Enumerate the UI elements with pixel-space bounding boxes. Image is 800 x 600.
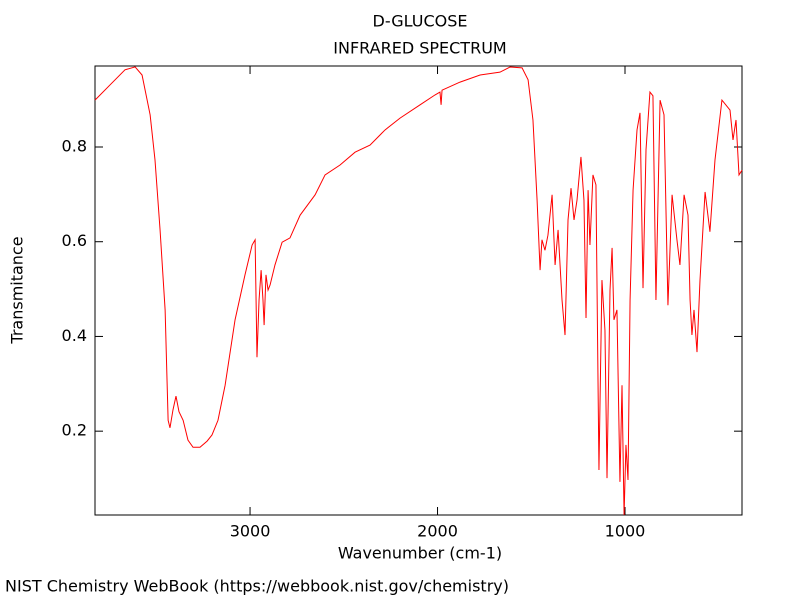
- x-axis-label: Wavenumber (cm-1): [338, 544, 502, 563]
- x-tick-label: 2000: [417, 522, 458, 541]
- y-tick-label: 0.4: [62, 326, 87, 345]
- x-tick-label: 3000: [230, 522, 271, 541]
- spectrum-line: [94, 66, 743, 516]
- y-tick-label: 0.8: [62, 136, 87, 155]
- chart-subtitle: INFRARED SPECTRUM: [333, 39, 506, 58]
- chart-title: D-GLUCOSE: [373, 12, 468, 31]
- plot-frame: [94, 65, 743, 516]
- y-tick-label: 0.2: [62, 421, 87, 440]
- x-tick-label: 1000: [605, 522, 646, 541]
- y-axis-label: Transmitance: [8, 236, 27, 344]
- y-tick-label: 0.6: [62, 231, 87, 250]
- footer: NIST Chemistry WebBook (https://webbook.…: [5, 577, 509, 596]
